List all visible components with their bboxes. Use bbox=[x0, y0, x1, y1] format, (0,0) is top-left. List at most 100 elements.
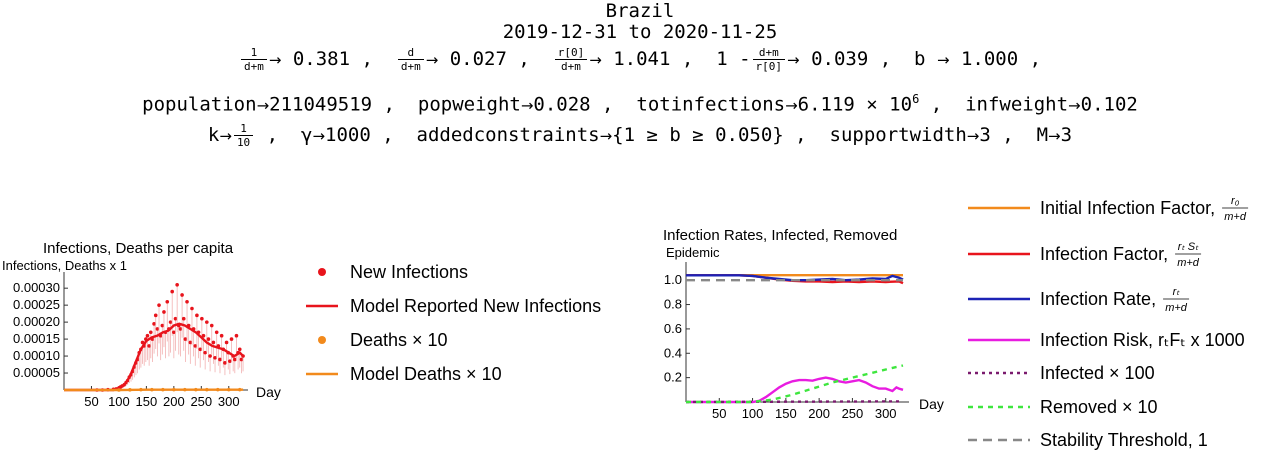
param-label: supportwidth bbox=[829, 124, 967, 146]
y-tick-label: 0.00025 bbox=[13, 297, 60, 312]
series-line bbox=[686, 376, 904, 404]
data-point bbox=[193, 344, 198, 348]
x-tick-label: 200 bbox=[163, 394, 185, 409]
series-line bbox=[685, 400, 904, 404]
legend-fraction-denominator: m+d bbox=[1177, 257, 1200, 269]
param-value: 211049519 , bbox=[269, 93, 395, 116]
legend-label: Stability Threshold, 1 bbox=[1040, 430, 1208, 450]
legend-fraction-numerator: rₜ bbox=[1173, 286, 1181, 298]
param-label: b bbox=[914, 48, 926, 70]
param-label: infweight bbox=[965, 93, 1069, 116]
fraction-dm-over-r0: d+m r[0] bbox=[752, 46, 786, 73]
chart1-plot: 50 100 150 200 250 300 0.00005 0.00010 0.00015 0.… bbox=[13, 272, 248, 409]
data-point bbox=[228, 359, 232, 363]
data-point bbox=[219, 333, 224, 338]
legend-fraction-numerator: rₜ Sₜ bbox=[1178, 241, 1199, 253]
legend-infections: New Infections Model Reported New Infecti… bbox=[306, 262, 601, 384]
param-exponent: 6 bbox=[912, 92, 920, 106]
param-label: population bbox=[142, 93, 257, 116]
param-label: M bbox=[1036, 124, 1049, 146]
data-point bbox=[165, 299, 170, 304]
data-point bbox=[173, 316, 178, 321]
x-tick-label: 200 bbox=[808, 406, 830, 421]
date-range: 2019-12-31 to 2020-11-25 bbox=[502, 21, 778, 43]
data-point bbox=[172, 330, 176, 335]
param-prefix: 1 - bbox=[716, 48, 751, 70]
param-label: k bbox=[207, 124, 220, 146]
y-tick-label: 0.00020 bbox=[13, 314, 60, 329]
y-tick-label: 0.6 bbox=[664, 321, 682, 336]
param-value: 1.000 , bbox=[960, 48, 1042, 70]
data-point bbox=[147, 344, 151, 348]
series-line bbox=[64, 322, 244, 392]
legend-fraction-denominator: m+d bbox=[1224, 211, 1247, 223]
legend-item: New Infections bbox=[318, 262, 468, 282]
data-point bbox=[206, 337, 211, 341]
legend-item: Infected × 100 bbox=[968, 363, 1155, 383]
data-point bbox=[153, 313, 158, 318]
data-point bbox=[201, 333, 206, 338]
legend-item: Model Deaths × 10 bbox=[306, 364, 502, 384]
y-tick-label: 0.00015 bbox=[13, 331, 60, 346]
data-point bbox=[233, 357, 237, 362]
legend-item: Infection Rate, rₜ m+d bbox=[968, 286, 1190, 314]
param-separator: , bbox=[266, 124, 279, 146]
data-point bbox=[239, 357, 244, 362]
data-point bbox=[205, 320, 209, 324]
param-label: popweight bbox=[417, 93, 521, 116]
param-value: 3 , bbox=[979, 124, 1014, 146]
data-point bbox=[168, 320, 173, 324]
series-new-infections bbox=[95, 282, 245, 392]
chart2-ylabel: Epidemic bbox=[666, 245, 720, 260]
data-point bbox=[218, 357, 222, 362]
data-point bbox=[178, 327, 183, 331]
param-value: 1.041 , bbox=[613, 48, 694, 70]
legend-marker bbox=[318, 268, 326, 276]
y-tick-label: 1.0 bbox=[664, 272, 682, 287]
param-row-2: population→211049519 , popweight→0.028 ,… bbox=[142, 92, 1138, 116]
legend-fraction-numerator: r₀ bbox=[1231, 195, 1240, 207]
legend-label: Infection Risk, rₜFₜ x 1000 bbox=[1040, 330, 1245, 350]
x-tick-label: 100 bbox=[108, 394, 130, 409]
y-tick-label: 0.00030 bbox=[13, 280, 60, 295]
legend-label: Model Reported New Infections bbox=[350, 296, 601, 316]
fraction-r0-over-dm: r[0] d+m bbox=[554, 46, 588, 73]
param-value: 0.039 , bbox=[811, 48, 892, 70]
param-value: 3 bbox=[1060, 124, 1073, 146]
legend-item: Stability Threshold, 1 bbox=[968, 430, 1208, 450]
y-tick-label: 0.2 bbox=[664, 370, 682, 385]
data-point bbox=[195, 313, 199, 318]
x-tick-label: 50 bbox=[84, 394, 98, 409]
x-tick-label: 250 bbox=[842, 406, 864, 421]
legend-label: Infection Factor, bbox=[1040, 244, 1168, 264]
data-point bbox=[175, 282, 179, 287]
fraction-1-over-dm: 1 d+m bbox=[240, 46, 267, 73]
data-point bbox=[208, 354, 212, 358]
legend-item: Infection Risk, rₜFₜ x 1000 bbox=[968, 330, 1245, 350]
y-tick-label: 0.4 bbox=[664, 345, 682, 360]
data-point bbox=[157, 303, 161, 307]
data-point bbox=[198, 347, 203, 352]
series-infection-risk bbox=[686, 376, 904, 404]
param-value: 1000 , bbox=[325, 124, 394, 146]
data-point bbox=[155, 327, 160, 331]
y-tick-label: 0.00010 bbox=[13, 348, 60, 363]
data-point bbox=[180, 293, 184, 297]
param-label: addedconstraints bbox=[416, 124, 600, 146]
legend-label: New Infections bbox=[350, 262, 468, 282]
data-point bbox=[209, 323, 214, 328]
legend-label: Initial Infection Factor, bbox=[1040, 198, 1215, 218]
chart1-xlabel: Day bbox=[256, 384, 281, 400]
param-value: 0.027 , bbox=[449, 48, 530, 70]
data-point bbox=[145, 333, 150, 338]
fraction-k: 1 10 bbox=[233, 122, 254, 149]
data-point bbox=[224, 340, 229, 345]
data-point bbox=[181, 316, 186, 321]
chart1-ylabel: Infections, Deaths x 1 bbox=[2, 258, 127, 273]
y-tick-label: 0.00005 bbox=[13, 365, 60, 380]
data-point bbox=[170, 289, 175, 294]
param-row-1: 1 d+m → 0.381 , d d+m → 0.027 , r[0] d+m → 1.0… bbox=[0, 46, 1280, 73]
chart2-xlabel: Day bbox=[919, 396, 944, 412]
param-value: {1 ≥ b ≥ 0.050} , bbox=[612, 124, 807, 146]
